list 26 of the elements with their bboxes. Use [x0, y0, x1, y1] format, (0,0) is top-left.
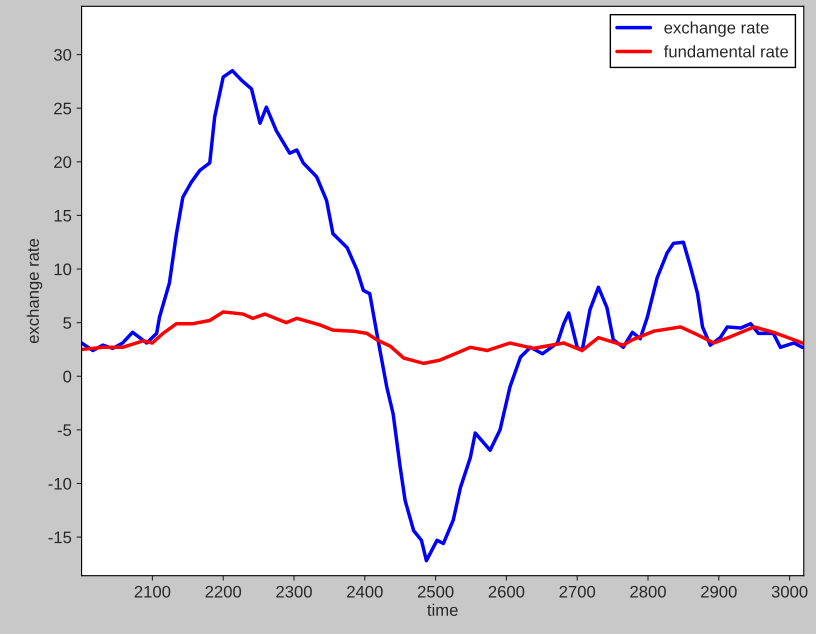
- x-tick-label: 2600: [488, 586, 524, 598]
- line-series: [82, 68, 804, 562]
- y-tick-label: 30: [54, 48, 72, 61]
- x-tick-label: 2300: [276, 586, 312, 598]
- x-tick-label: 2700: [560, 586, 596, 598]
- line-series: [82, 310, 804, 366]
- legend-label: exchange rate: [664, 21, 769, 37]
- y-tick-label: 0: [63, 370, 72, 382]
- x-tick-label: 2500: [418, 586, 454, 598]
- x-tick-label: 2100: [134, 586, 170, 598]
- x-tick-label: 3000: [772, 586, 808, 598]
- x-axis-title: time: [427, 604, 458, 616]
- y-tick-label: 20: [54, 156, 72, 168]
- y-tick-label: -15: [48, 532, 72, 544]
- y-tick-label: 5: [63, 317, 72, 329]
- y-tick-label: -5: [58, 424, 72, 436]
- x-tick-label: 2900: [701, 586, 737, 598]
- y-axis-title: exchange rate: [26, 238, 42, 344]
- x-tick-label: 2400: [347, 586, 383, 598]
- y-tick-label: -10: [48, 478, 72, 490]
- y-tick-label: 15: [54, 210, 72, 222]
- x-tick-label: 2200: [206, 586, 242, 598]
- x-tick-label: 2800: [630, 586, 666, 598]
- legend-label: fundamental rate: [664, 45, 788, 58]
- y-tick-label: 25: [54, 102, 72, 114]
- y-tick-label: 10: [54, 263, 72, 276]
